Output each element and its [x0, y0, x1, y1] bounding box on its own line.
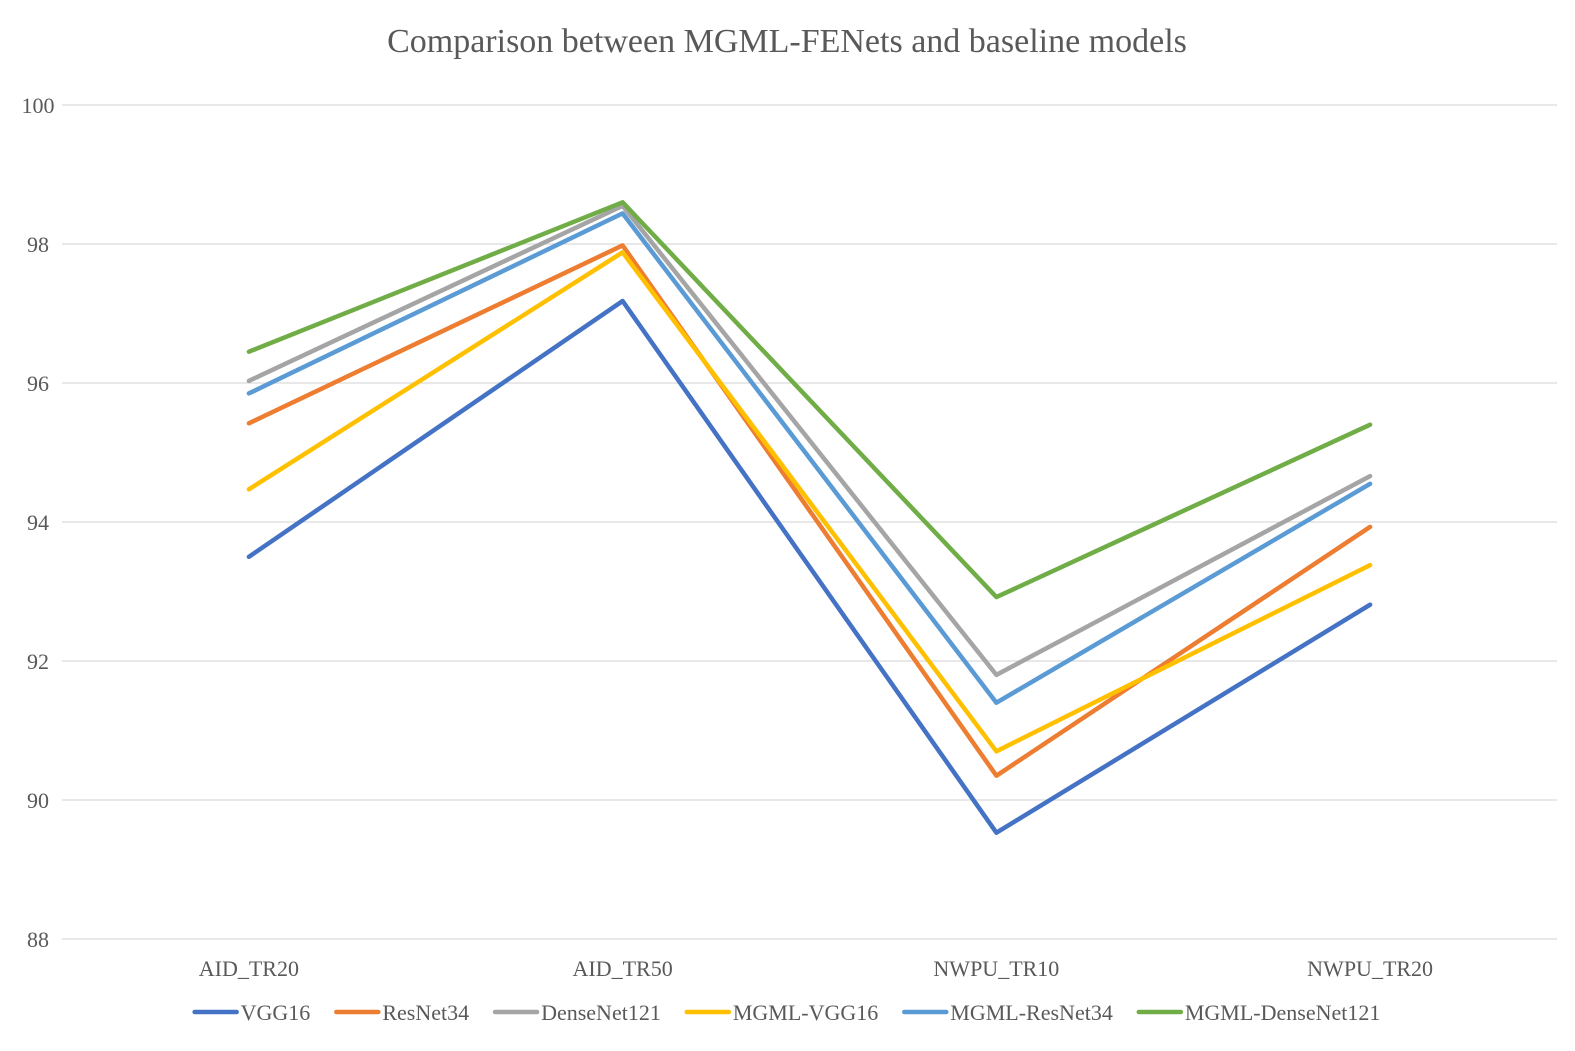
chart-title: Comparison between MGML-FENets and basel… — [387, 23, 1187, 60]
legend-label: MGML-ResNet34 — [950, 1000, 1113, 1025]
x-category-label: AID_TR50 — [573, 956, 673, 981]
legend: VGG16 ResNet34 DenseNet121 MGML-VGG16 MGML-R… — [192, 1000, 1381, 1025]
y-tick-label: 88 — [27, 927, 49, 952]
series-line-mgml-vgg16 — [246, 250, 1373, 754]
series-lines — [246, 200, 1373, 835]
series-line-mgml-resnet34 — [246, 211, 1373, 705]
series-line-vgg16 — [246, 298, 1373, 835]
series-line-densenet121 — [246, 203, 1373, 678]
y-tick-label: 90 — [27, 788, 49, 813]
legend-label: VGG16 — [241, 1000, 311, 1025]
legend-label: MGML-VGG16 — [733, 1000, 878, 1025]
legend-label: ResNet34 — [382, 1000, 469, 1025]
x-category-label: AID_TR20 — [199, 956, 299, 981]
y-tick-label: 94 — [27, 510, 49, 535]
x-axis-categories: AID_TR20 AID_TR50 NWPU_TR10 NWPU_TR20 — [199, 956, 1433, 981]
x-category-label: NWPU_TR20 — [1307, 956, 1433, 981]
gridlines — [62, 104, 1557, 940]
series-line-mgml-densenet121 — [246, 200, 1373, 600]
series-line-resnet34 — [246, 243, 1373, 778]
y-tick-label: 96 — [27, 371, 49, 396]
y-tick-label: 98 — [27, 232, 49, 257]
y-tick-label: 100 — [22, 93, 55, 118]
y-axis-ticks: 88 90 92 94 96 98 100 — [22, 93, 55, 952]
x-category-label: NWPU_TR10 — [933, 956, 1059, 981]
legend-label: DenseNet121 — [541, 1000, 661, 1025]
y-tick-label: 92 — [27, 649, 49, 674]
legend-label: MGML-DenseNet121 — [1185, 1000, 1381, 1025]
